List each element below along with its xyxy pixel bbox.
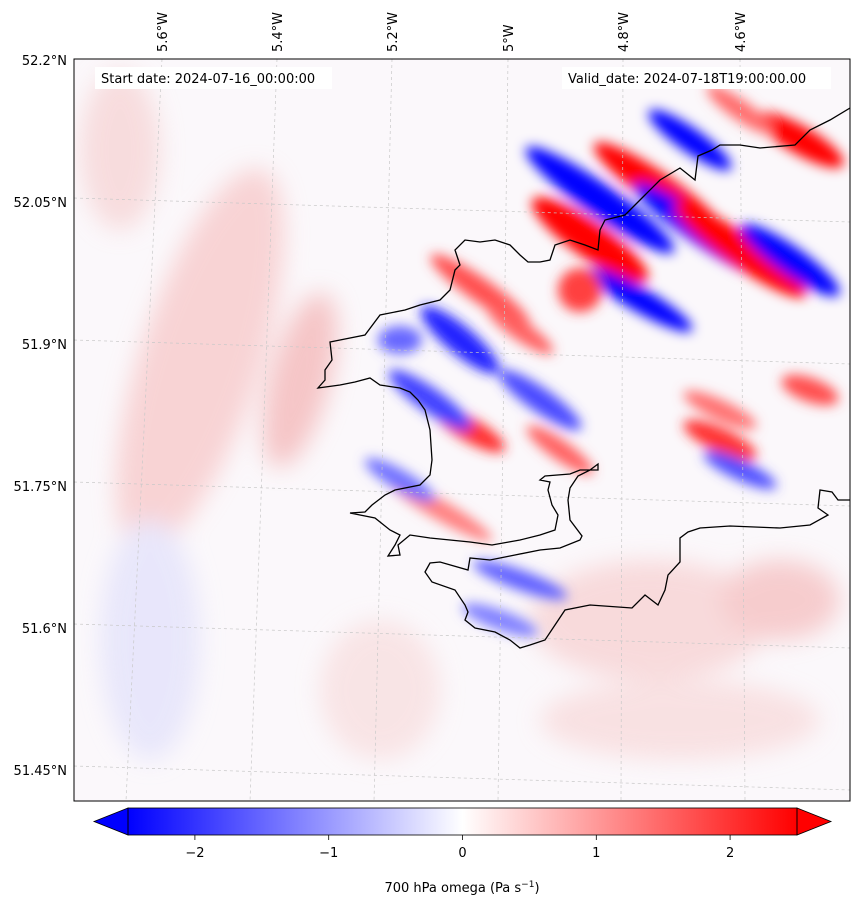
colorbar-title: 700 hPa omega (Pa s−1) (384, 880, 539, 896)
omega-field (74, 59, 850, 801)
start-date-box (95, 67, 332, 89)
lon-tick-label: 4.6°W (734, 12, 749, 52)
longitude-tick-labels: 5.6°W 5.4°W 5.2°W 5°W 4.8°W 4.6°W (156, 12, 749, 52)
lon-tick-label: 5.2°W (386, 12, 401, 52)
start-date-label: Start date: 2024-07-16_00:00:00 (101, 72, 315, 87)
colorbar-high-extend (796, 807, 833, 836)
lon-tick-label: 5.6°W (156, 12, 171, 52)
map-frame (73, 58, 851, 802)
colorbar-tick-label: −2 (185, 846, 204, 861)
colorbar-tick-label: 1 (592, 846, 600, 861)
lon-tick-label: 5.4°W (271, 12, 286, 52)
lon-tick-label: 4.8°W (617, 12, 632, 52)
lat-tick-label: 51.9°N (22, 338, 67, 353)
lat-tick-label: 51.45°N (14, 764, 67, 779)
lat-tick-label: 52.2°N (22, 54, 67, 69)
lon-tick-label: 5°W (502, 24, 517, 52)
gridlines (74, 59, 850, 801)
colorbar-tick-label: 2 (726, 846, 734, 861)
colorbar-gradient (128, 808, 797, 835)
colorbar-tick-label: 0 (458, 846, 466, 861)
colorbar-ticks: −2 −1 0 1 2 (185, 835, 734, 861)
colorbar: −2 −1 0 1 2 700 hPa omega (Pa s−1) (92, 807, 833, 896)
lat-tick-label: 52.05°N (14, 196, 67, 211)
coastline (316, 107, 850, 649)
lat-tick-label: 51.6°N (22, 622, 67, 637)
latitude-tick-labels: 52.2°N 52.05°N 51.9°N 51.75°N 51.6°N 51.45°N (14, 54, 67, 779)
valid-date-box (562, 67, 831, 89)
colorbar-tick-label: −1 (319, 846, 338, 861)
valid-date-label: Valid_date: 2024-07-18T19:00:00.00 (568, 72, 806, 87)
colorbar-low-extend (92, 807, 129, 836)
lat-tick-label: 51.75°N (14, 480, 67, 495)
